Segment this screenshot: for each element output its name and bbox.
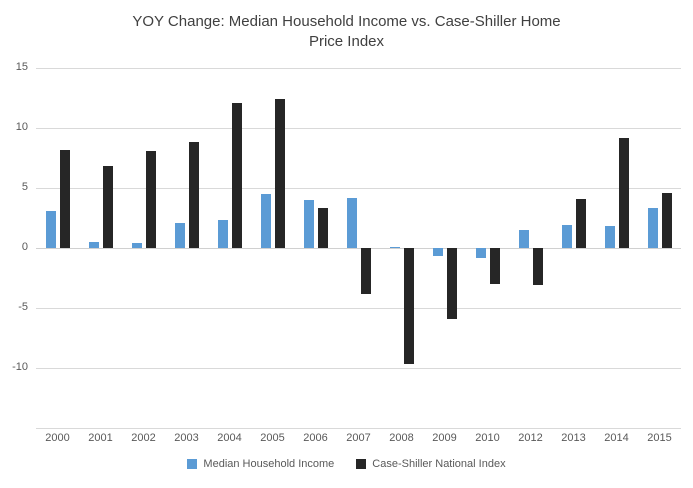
x-axis-labels: 2000 2001 2002 2003 2004 2005 2006 2007 2008 2009… bbox=[36, 432, 681, 448]
x-tick-label: 2005 bbox=[260, 432, 285, 444]
bar-median-household-income-2006 bbox=[303, 200, 314, 248]
bar-case-shiller-national-index-2006 bbox=[317, 208, 328, 248]
bar-median-household-income-2000 bbox=[45, 210, 56, 248]
gridline bbox=[36, 428, 681, 429]
bar-median-household-income-2013 bbox=[561, 225, 572, 248]
bar-median-household-income-2012 bbox=[518, 230, 529, 248]
bar-median-household-income-2008 bbox=[389, 246, 400, 248]
bar-case-shiller-national-index-2000 bbox=[59, 149, 70, 248]
x-tick-label: 2000 bbox=[45, 432, 70, 444]
bar-median-household-income-2010 bbox=[475, 248, 486, 258]
y-axis-labels: 15 10 5 0 -5 -10 bbox=[0, 61, 30, 428]
x-tick-label: 2008 bbox=[389, 432, 414, 444]
gridline bbox=[36, 68, 681, 69]
bar-case-shiller-national-index-2007 bbox=[360, 248, 371, 294]
legend-label-median-household-income: Median Household Income bbox=[203, 458, 335, 470]
y-tick-label: -10 bbox=[12, 361, 28, 373]
chart-title: YOY Change: Median Household Income vs. … bbox=[132, 13, 561, 51]
bar-case-shiller-national-index-2013 bbox=[575, 198, 586, 248]
x-tick-label: 2004 bbox=[217, 432, 242, 444]
x-tick-label: 2015 bbox=[647, 432, 672, 444]
bar-median-household-income-2009 bbox=[432, 248, 443, 257]
bar-case-shiller-national-index-2012 bbox=[532, 248, 543, 286]
y-tick-label: 10 bbox=[15, 121, 28, 133]
bar-median-household-income-2005 bbox=[260, 194, 271, 248]
bar-case-shiller-national-index-2014 bbox=[618, 137, 629, 248]
bar-case-shiller-national-index-2002 bbox=[145, 150, 156, 248]
y-tick-label: -5 bbox=[18, 301, 28, 313]
bar-case-shiller-national-index-2008 bbox=[403, 248, 414, 365]
gridline bbox=[36, 368, 681, 369]
gridline bbox=[36, 188, 681, 189]
bar-case-shiller-national-index-2010 bbox=[489, 248, 500, 284]
x-tick-label: 2014 bbox=[604, 432, 629, 444]
bar-median-household-income-2015 bbox=[647, 208, 658, 248]
gridline bbox=[36, 128, 681, 129]
bar-median-household-income-2014 bbox=[604, 226, 615, 248]
y-tick-label: 5 bbox=[21, 181, 28, 193]
bar-median-household-income-2003 bbox=[174, 222, 185, 248]
bar-median-household-income-2002 bbox=[131, 243, 142, 248]
x-tick-label: 2001 bbox=[88, 432, 113, 444]
plot-area bbox=[36, 68, 681, 429]
gridline bbox=[36, 308, 681, 309]
legend-swatch-median-household-income bbox=[187, 459, 198, 469]
y-tick-label: 0 bbox=[21, 241, 28, 253]
x-tick-label: 2012 bbox=[518, 432, 543, 444]
y-tick-label: 15 bbox=[15, 61, 28, 73]
bar-case-shiller-national-index-2005 bbox=[274, 99, 285, 248]
bar-median-household-income-2004 bbox=[217, 220, 228, 248]
bar-case-shiller-national-index-2003 bbox=[188, 142, 199, 248]
x-tick-label: 2003 bbox=[174, 432, 199, 444]
legend-swatch-case-shiller-national-index bbox=[356, 459, 367, 469]
zero-axis-line bbox=[36, 248, 681, 249]
x-tick-label: 2013 bbox=[561, 432, 586, 444]
bar-case-shiller-national-index-2001 bbox=[102, 166, 113, 248]
bar-median-household-income-2007 bbox=[346, 197, 357, 248]
x-tick-label: 2006 bbox=[303, 432, 328, 444]
legend: Median Household Income Case-Shiller Nat… bbox=[0, 458, 693, 470]
x-tick-label: 2007 bbox=[346, 432, 371, 444]
bar-case-shiller-national-index-2009 bbox=[446, 248, 457, 319]
x-tick-label: 2009 bbox=[432, 432, 457, 444]
legend-item-case-shiller-national-index: Case-Shiller National Index bbox=[356, 458, 506, 470]
legend-label-case-shiller-national-index: Case-Shiller National Index bbox=[372, 458, 506, 470]
bar-case-shiller-national-index-2015 bbox=[661, 192, 672, 248]
bar-median-household-income-2001 bbox=[88, 242, 99, 248]
bar-case-shiller-national-index-2004 bbox=[231, 102, 242, 248]
legend-item-median-household-income: Median Household Income bbox=[187, 458, 334, 470]
x-tick-label: 2002 bbox=[131, 432, 156, 444]
x-tick-label: 2010 bbox=[475, 432, 500, 444]
